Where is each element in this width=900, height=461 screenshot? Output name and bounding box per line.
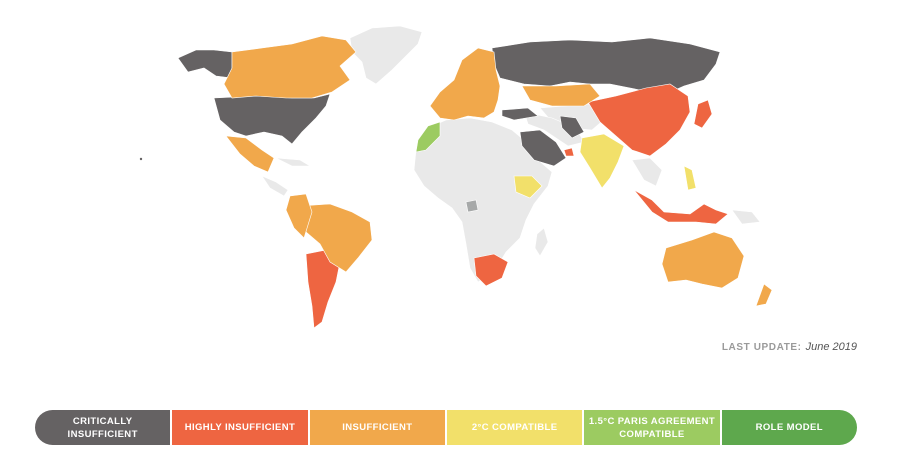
africa[interactable] — [413, 117, 553, 283]
turkey[interactable] — [501, 107, 539, 121]
legend-highly-insufficient[interactable]: HIGHLY INSUFFICIENT — [172, 410, 310, 445]
last-update: LAST UPDATE: June 2019 — [722, 341, 857, 353]
colombia-peru[interactable] — [285, 193, 313, 239]
brazil[interactable] — [299, 203, 373, 273]
japan[interactable] — [693, 99, 713, 129]
central-america[interactable] — [261, 175, 289, 197]
morocco[interactable] — [415, 121, 441, 153]
mexico[interactable] — [225, 135, 275, 173]
png[interactable] — [731, 209, 761, 225]
middle-east[interactable] — [523, 111, 585, 147]
south-africa[interactable] — [473, 253, 509, 287]
island-dot — [139, 157, 143, 161]
ethiopia[interactable] — [513, 175, 543, 199]
caribbean[interactable] — [275, 157, 312, 167]
india[interactable] — [579, 133, 625, 189]
legend-critically-insufficient[interactable]: CRITICALLY INSUFFICIENT — [35, 410, 173, 445]
legend-role-model[interactable]: ROLE MODEL — [721, 410, 857, 445]
legend-1-5c-paris-compatible[interactable]: 1.5°C PARIS AGREEMENT COMPATIBLE — [584, 410, 722, 445]
philippines[interactable] — [683, 165, 697, 191]
china[interactable] — [587, 83, 691, 157]
rating-legend: CRITICALLY INSUFFICIENT HIGHLY INSUFFICI… — [35, 410, 857, 445]
uae[interactable] — [563, 147, 575, 157]
legend-2c-compatible[interactable]: 2°C COMPATIBLE — [446, 410, 585, 445]
europe[interactable] — [429, 47, 501, 121]
new-zealand[interactable] — [755, 283, 773, 307]
southeast-asia[interactable] — [631, 157, 663, 187]
alaska[interactable] — [177, 49, 233, 79]
canada[interactable] — [223, 35, 357, 99]
greenland[interactable] — [349, 25, 423, 85]
last-update-date: June 2019 — [805, 341, 857, 353]
saudi-arabia[interactable] — [519, 129, 567, 167]
gabon[interactable] — [465, 199, 479, 213]
russia[interactable] — [491, 37, 721, 95]
australia[interactable] — [661, 231, 745, 289]
indonesia[interactable] — [633, 189, 729, 225]
last-update-label: LAST UPDATE: — [721, 342, 802, 353]
madagascar[interactable] — [534, 227, 549, 257]
legend-insufficient[interactable]: INSUFFICIENT — [309, 410, 447, 445]
kazakhstan[interactable] — [521, 83, 601, 107]
iran[interactable] — [559, 115, 585, 139]
world-map — [139, 25, 773, 329]
